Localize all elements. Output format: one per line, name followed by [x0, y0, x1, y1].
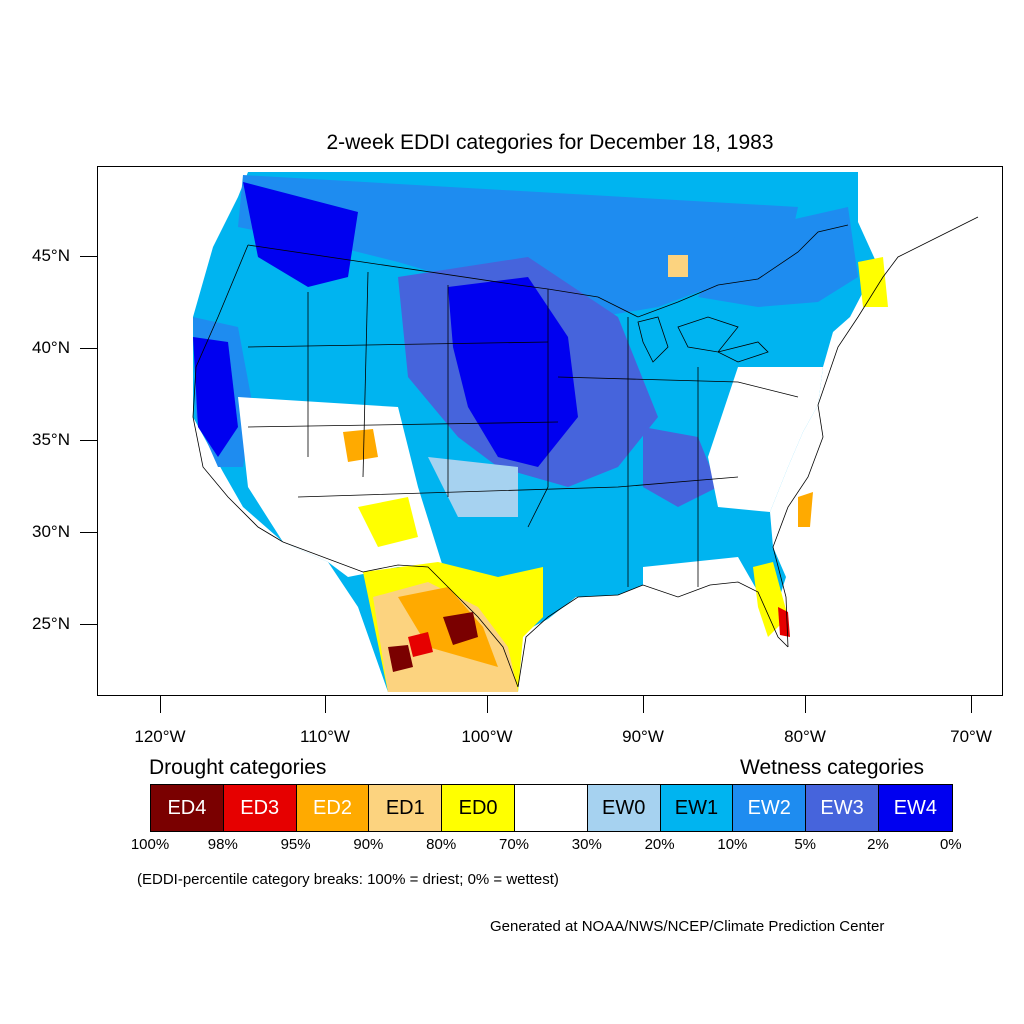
- lon-label-80: 80°W: [784, 727, 826, 746]
- map-panel: [97, 166, 1003, 696]
- lon-label-90: 90°W: [622, 727, 664, 746]
- neutral-southeast: [643, 557, 758, 597]
- legend-box-neutral: [514, 785, 588, 831]
- canada-border: [247, 224, 849, 318]
- lat-label-35: 35°N: [32, 430, 70, 449]
- ed0-maine: [858, 257, 888, 307]
- percentile-label: 90%: [353, 836, 384, 853]
- boundaries: [192, 216, 979, 688]
- percentile-label: 2%: [867, 836, 889, 853]
- mexico-border: [282, 541, 519, 688]
- map-title: 2-week EDDI categories for December 18, …: [326, 131, 774, 154]
- legend-box-ed3: ED3: [223, 785, 297, 831]
- lat-tick: [80, 440, 97, 441]
- percentile-label: 100%: [130, 836, 170, 853]
- ed3-mexico: [408, 632, 433, 657]
- lat-label-25: 25°N: [32, 614, 70, 633]
- legend-box-ew1: EW1: [660, 785, 734, 831]
- ew0-patches: [428, 457, 518, 517]
- neutral-east: [708, 367, 823, 512]
- percentile-label: 0%: [939, 836, 962, 853]
- lon-label-70: 70°W: [950, 727, 992, 746]
- ed0-southwest-patch: [358, 497, 418, 547]
- lon-label-120: 120°W: [134, 727, 186, 746]
- legend-box-ed2: ED2: [296, 785, 370, 831]
- gulf-coastline: [517, 581, 789, 688]
- lon-tick: [160, 696, 161, 713]
- lon-tick: [325, 696, 326, 713]
- ed1-ontario-patch: [668, 255, 688, 277]
- wetness-heading: Wetness categories: [740, 756, 925, 779]
- pacific-coastline: [192, 244, 284, 543]
- ew4-northwest: [243, 182, 358, 287]
- lat-label-40: 40°N: [32, 338, 70, 357]
- lon-label-110: 110°W: [300, 727, 350, 746]
- category-legend: ED4 ED3 ED2 ED1 ED0 EW0 EW1 EW2 EW3 EW4: [150, 784, 953, 832]
- ed2-utah: [343, 429, 378, 462]
- legend-box-ew2: EW2: [733, 785, 807, 831]
- lat-label-45: 45°N: [32, 246, 70, 265]
- eddi-map: [192, 172, 979, 692]
- percentile-label: 5%: [794, 836, 817, 853]
- legend-box-ew4: EW4: [878, 785, 952, 831]
- drought-heading: Drought categories: [149, 756, 327, 779]
- state-line-8: [247, 421, 559, 428]
- percentile-label: 95%: [280, 836, 311, 853]
- legend-box-ew3: EW3: [806, 785, 879, 831]
- lon-tick: [643, 696, 644, 713]
- percentile-label: 98%: [207, 836, 238, 853]
- lon-tick: [805, 696, 806, 713]
- ew4-pacific-coast: [193, 337, 238, 457]
- atlantic-coastline: [772, 216, 979, 648]
- ew2-north: [238, 175, 798, 317]
- ed4-mexico-b: [388, 645, 413, 672]
- ew4-core: [448, 277, 578, 467]
- lat-label-30: 30°N: [32, 522, 70, 541]
- percentile-label: 80%: [426, 836, 457, 853]
- percentile-label: 70%: [498, 836, 530, 853]
- state-line-4: [527, 289, 549, 528]
- lon-tick: [487, 696, 488, 713]
- lat-tick: [80, 348, 97, 349]
- ed3-florida: [778, 607, 790, 637]
- state-line-9: [297, 476, 739, 498]
- percentile-label: 10%: [717, 836, 748, 853]
- legend-box-ew0: EW0: [587, 785, 661, 831]
- ew4-ohio: [643, 427, 718, 507]
- eddi-field: [193, 172, 888, 692]
- ed4-mexico-a: [443, 612, 478, 645]
- state-line-2: [362, 271, 369, 478]
- lat-tick: [80, 256, 97, 257]
- percentile-label: 20%: [644, 836, 675, 853]
- great-lakes: [637, 316, 769, 363]
- lat-tick: [80, 624, 97, 625]
- legend-box-ed4: ED4: [151, 785, 224, 831]
- lat-tick: [80, 532, 97, 533]
- legend-box-ed1: ED1: [369, 785, 443, 831]
- percentile-label: 30%: [571, 836, 602, 853]
- state-line-7: [247, 341, 549, 348]
- category-note: (EDDI-percentile category breaks: 100% =…: [137, 871, 559, 888]
- state-line-10: [557, 376, 799, 398]
- ed2-carolina: [798, 492, 813, 527]
- lon-tick: [971, 696, 972, 713]
- legend-box-ed0: ED0: [442, 785, 515, 831]
- credit-line: Generated at NOAA/NWS/NCEP/Climate Predi…: [490, 918, 885, 935]
- lon-label-100: 100°W: [461, 727, 513, 746]
